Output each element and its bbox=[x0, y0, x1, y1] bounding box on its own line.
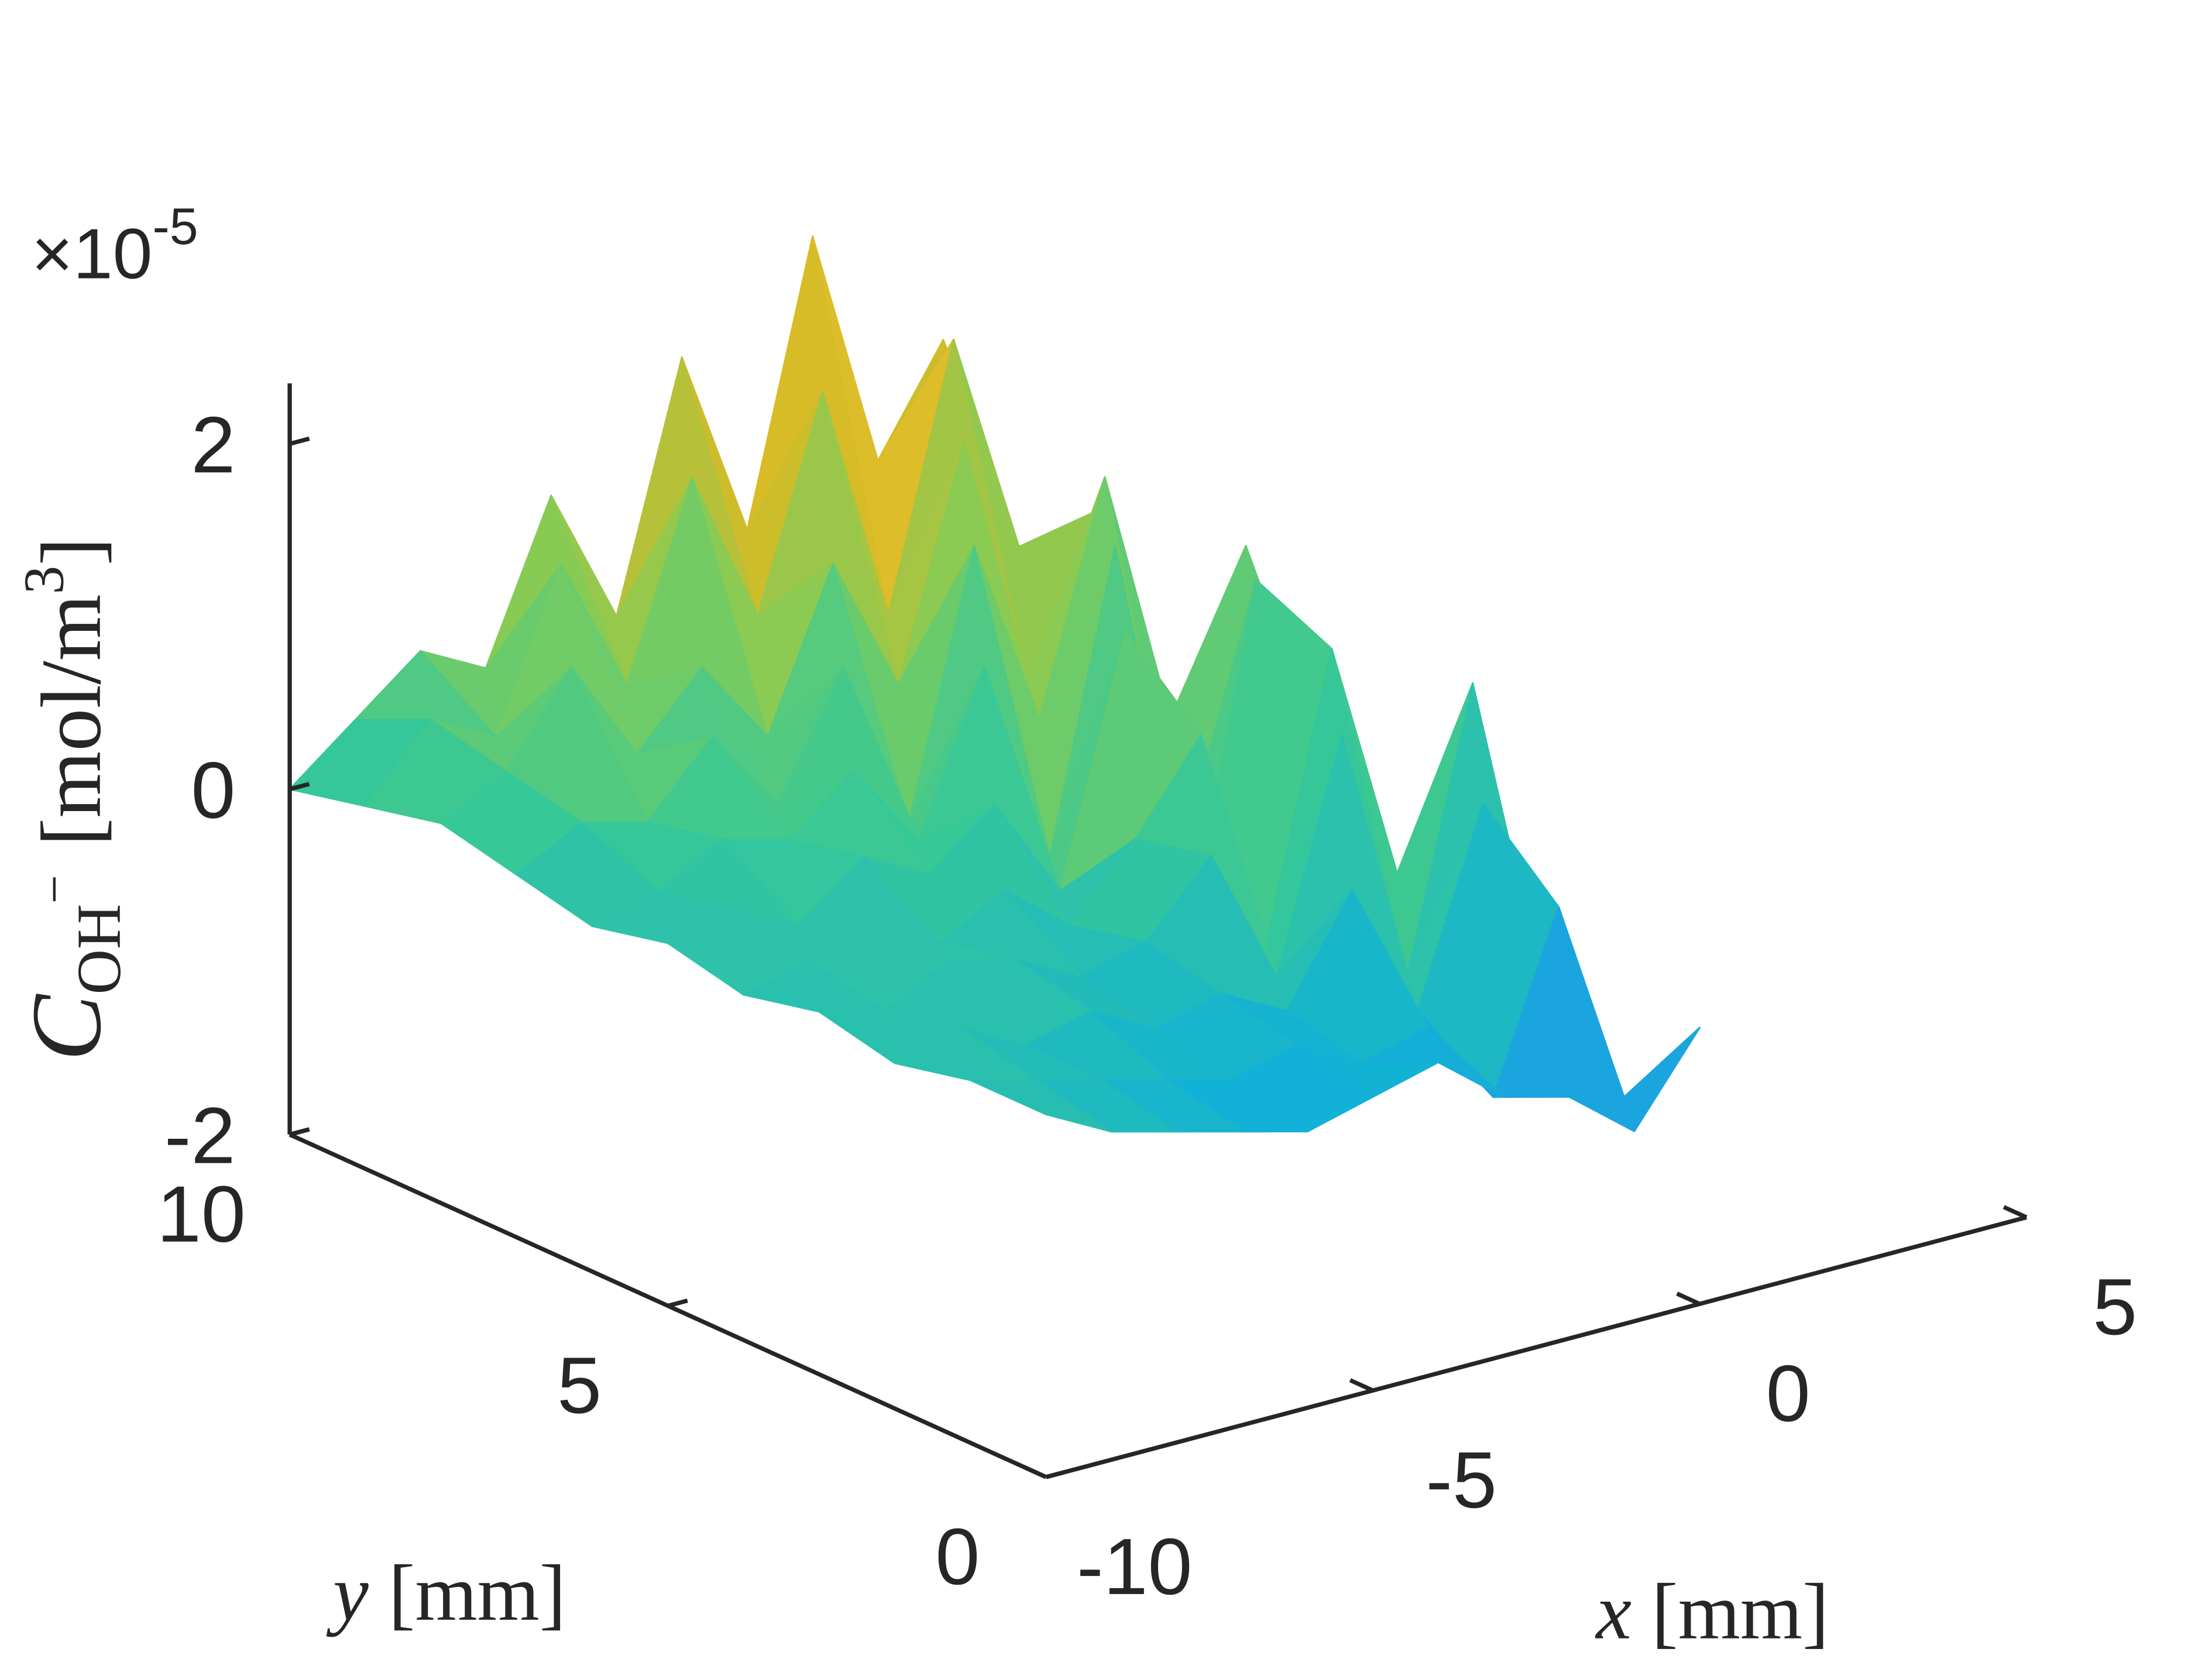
z-tick-label: -2 bbox=[164, 1091, 235, 1180]
z-multiplier: ×10-5 bbox=[32, 198, 198, 294]
x-tick bbox=[1676, 1292, 1701, 1306]
z-unit: [mol/m bbox=[24, 594, 119, 846]
x-tick bbox=[1349, 1378, 1374, 1393]
y-tick-label: 10 bbox=[157, 1169, 246, 1259]
x-axis-label: x [mm] bbox=[1595, 1567, 1829, 1656]
y-symbol: y bbox=[326, 1548, 369, 1637]
surface-patch bbox=[969, 1079, 1112, 1133]
z-superscript: − bbox=[26, 875, 83, 904]
z-tick bbox=[289, 437, 310, 446]
x-tick bbox=[2003, 1205, 2028, 1220]
z-axis-label: COH− [mol/m3] bbox=[11, 537, 134, 1061]
y-tick bbox=[667, 1299, 688, 1308]
x-tick bbox=[1022, 1465, 1047, 1479]
axes: -2 0 2 0 5 10 -10 -5 0 5 bbox=[157, 383, 2137, 1611]
z-unit-power: 3 bbox=[12, 566, 75, 595]
surface bbox=[288, 235, 1701, 1133]
y-tick bbox=[1045, 1469, 1067, 1479]
z-tick-label: 2 bbox=[191, 400, 235, 489]
z-tick bbox=[289, 782, 310, 792]
z-exponent: -5 bbox=[152, 198, 198, 255]
x-tick-label: 5 bbox=[2093, 1262, 2137, 1351]
y-tick-label: 5 bbox=[557, 1340, 602, 1430]
x-unit: [mm] bbox=[1651, 1567, 1829, 1656]
x-axis bbox=[1045, 1215, 2027, 1479]
y-axis-label: y [mm] bbox=[326, 1548, 566, 1637]
x-tick-label: -10 bbox=[1077, 1521, 1192, 1611]
z-unit-close: ] bbox=[24, 537, 119, 566]
x-symbol: x bbox=[1595, 1567, 1631, 1656]
x-tick-label: 0 bbox=[1766, 1348, 1811, 1438]
z-symbol: C bbox=[11, 993, 122, 1061]
y-tick-label: 0 bbox=[935, 1512, 980, 1601]
z-multiplier-base: ×10 bbox=[32, 214, 153, 294]
x-tick-label: -5 bbox=[1426, 1435, 1497, 1524]
z-tick-label: 0 bbox=[191, 745, 235, 834]
y-unit: [mm] bbox=[389, 1548, 566, 1637]
y-tick bbox=[289, 1127, 310, 1137]
z-subscript: OH bbox=[64, 904, 134, 995]
